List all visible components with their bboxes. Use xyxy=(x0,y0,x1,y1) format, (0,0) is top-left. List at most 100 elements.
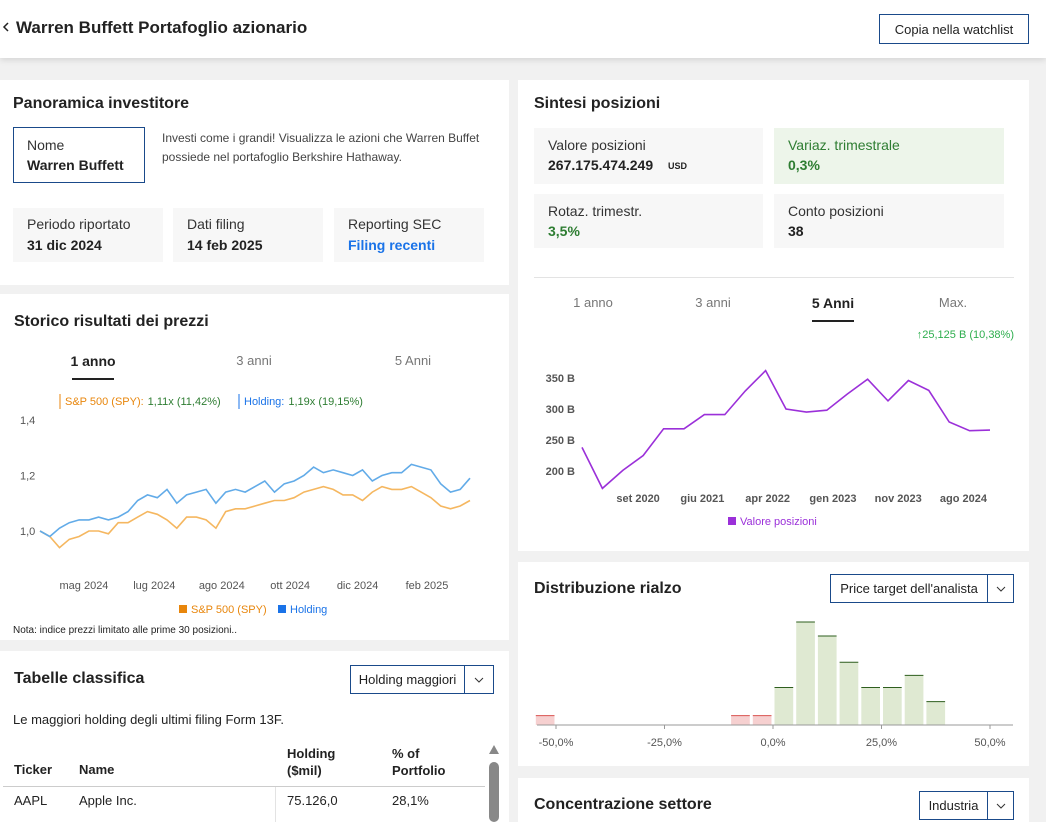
section-title: Storico risultati dei prezzi xyxy=(14,313,209,330)
note: Nota: indice prezzi limitato alle prime … xyxy=(13,625,237,636)
histogram-bar xyxy=(883,687,902,725)
dropdown[interactable]: Industria xyxy=(919,791,988,820)
histogram-bar xyxy=(839,662,859,725)
legend-label: Valore posizioni xyxy=(740,516,817,528)
x-tick-label: set 2020 xyxy=(616,493,659,505)
annotation-label: Holding: xyxy=(244,396,284,408)
investor-name: Warren Buffett xyxy=(27,157,124,173)
subtitle: Le maggiori holding degli ultimi filing … xyxy=(13,712,284,727)
x-tick-label: giu 2021 xyxy=(680,493,724,505)
x-tick-label: 0,0% xyxy=(760,737,785,749)
stat-label: Variaz. trimestrale xyxy=(788,137,900,153)
stat-value: 31 dic 2024 xyxy=(27,237,102,253)
x-tick-label: -50,0% xyxy=(539,737,574,749)
y-tick-label: 350 B xyxy=(546,373,575,385)
tab[interactable]: 5 Anni xyxy=(394,353,432,368)
table-header: Holding ($mil) xyxy=(287,746,336,778)
chevron xyxy=(996,803,1005,809)
legend-label: Holding xyxy=(290,604,327,616)
legend-swatch xyxy=(179,605,187,613)
stat-label: Conto posizioni xyxy=(788,203,884,219)
x-tick-label: gen 2023 xyxy=(809,493,856,505)
histogram-bar xyxy=(731,715,750,725)
divider xyxy=(3,786,485,787)
tab[interactable]: 5 Anni xyxy=(811,295,855,311)
table-header: Name xyxy=(79,762,115,777)
tab[interactable]: Max. xyxy=(938,295,968,310)
tab[interactable]: 3 anni xyxy=(695,295,731,310)
legend-swatch xyxy=(728,517,736,525)
stat-card xyxy=(774,128,1004,184)
upside-chart: -50,0% -25,0% 0,0% 25,0% 50,0% xyxy=(535,621,1013,749)
tab-underline xyxy=(72,378,114,380)
dropdown-arrow[interactable] xyxy=(987,574,1014,603)
dropdown-arrow[interactable] xyxy=(987,791,1014,820)
price-chart: 1,0 1,2 1,4 mag 2024 lug 2024 ago 2024 ott 202… xyxy=(20,394,471,616)
x-tick-label: mag 2024 xyxy=(60,580,109,592)
x-tick-label: feb 2025 xyxy=(406,580,449,592)
x-tick-label: -25,0% xyxy=(647,737,682,749)
table-cell: 28,1% xyxy=(392,793,429,808)
section-title: Tabelle classifica xyxy=(14,670,145,687)
stat-card xyxy=(534,194,763,248)
x-tick-label: ago 2024 xyxy=(199,580,245,592)
tab[interactable]: 1 anno xyxy=(573,295,613,310)
series-line xyxy=(39,485,471,549)
y-tick-label: 250 B xyxy=(546,435,575,447)
table-header: % of Portfolio xyxy=(392,746,446,778)
annotation-value: 1,11x (11,42%) xyxy=(148,396,221,408)
x-tick-label: ago 2024 xyxy=(940,493,988,505)
dropdown[interactable]: Holding maggiori xyxy=(350,665,465,694)
x-tick-label: lug 2024 xyxy=(133,580,175,592)
stat-label: Reporting SEC xyxy=(348,216,442,232)
x-tick-label: 25,0% xyxy=(866,737,897,749)
histogram-bar xyxy=(796,622,815,725)
name-label: Nome xyxy=(27,137,65,153)
dropdown-arrow[interactable] xyxy=(464,665,494,694)
watchlist-button[interactable]: Copia nella watchlist xyxy=(879,14,1029,44)
x-tick-label: ott 2024 xyxy=(270,580,310,592)
section-title: Panoramica investitore xyxy=(13,95,190,112)
series-line xyxy=(581,369,991,490)
stat-value: 267.175.474.249 xyxy=(548,157,654,173)
histogram-bar xyxy=(817,636,837,725)
x-tick-label: nov 2023 xyxy=(875,493,922,505)
x-tick-label: dic 2024 xyxy=(337,580,379,592)
annotation-value: 1,19x (19,15%) xyxy=(288,396,363,408)
page-title: Warren Buffett Portafoglio azionario xyxy=(16,18,308,37)
x-tick-label: 50,0% xyxy=(974,737,1005,749)
stat-card xyxy=(173,208,323,262)
stat-card xyxy=(534,128,763,184)
tab[interactable]: 3 anni xyxy=(236,353,272,368)
tab[interactable]: 1 anno xyxy=(70,353,116,369)
legend-label: S&P 500 (SPY) xyxy=(191,604,267,616)
stat-label: Periodo riportato xyxy=(27,216,131,232)
stat-card xyxy=(774,194,1004,248)
stat-value: 3,5% xyxy=(548,223,580,239)
y-tick-label: 200 B xyxy=(546,466,575,478)
divider xyxy=(534,277,1014,278)
table-cell: Apple Inc. xyxy=(79,793,137,808)
legend-swatch xyxy=(278,605,286,613)
dropdown[interactable]: Price target dell'analista xyxy=(830,574,988,603)
histogram-bar xyxy=(904,675,924,725)
scrollbar[interactable] xyxy=(487,742,501,822)
filing-link[interactable]: Filing recenti xyxy=(348,237,436,253)
chevron xyxy=(474,677,484,683)
x-tick-label: apr 2022 xyxy=(745,493,790,505)
y-tick-label: 300 B xyxy=(546,404,575,416)
header: Warren Buffett Portafoglio azionario Cop… xyxy=(0,0,1046,58)
positions-chart: 200 B 250 B 300 B 350 B set 2020 giu 2021 apr … xyxy=(546,329,1014,528)
y-tick-label: 1,4 xyxy=(20,415,35,427)
annotation: Holding: 1,19x (19,15%) xyxy=(244,396,363,408)
stat-label: Dati filing xyxy=(187,216,245,232)
back-icon[interactable] xyxy=(1,20,13,36)
section-title: Sintesi posizioni xyxy=(534,95,661,112)
histogram-bar xyxy=(774,687,794,725)
stat-value: 0,3% xyxy=(788,157,820,173)
histogram-bar xyxy=(752,715,772,725)
annotation: S&P 500 (SPY): 1,11x (11,42%) xyxy=(65,396,221,408)
annotation: ↑25,125 B (10,38%) xyxy=(917,329,1014,341)
y-tick-label: 1,0 xyxy=(20,526,35,538)
